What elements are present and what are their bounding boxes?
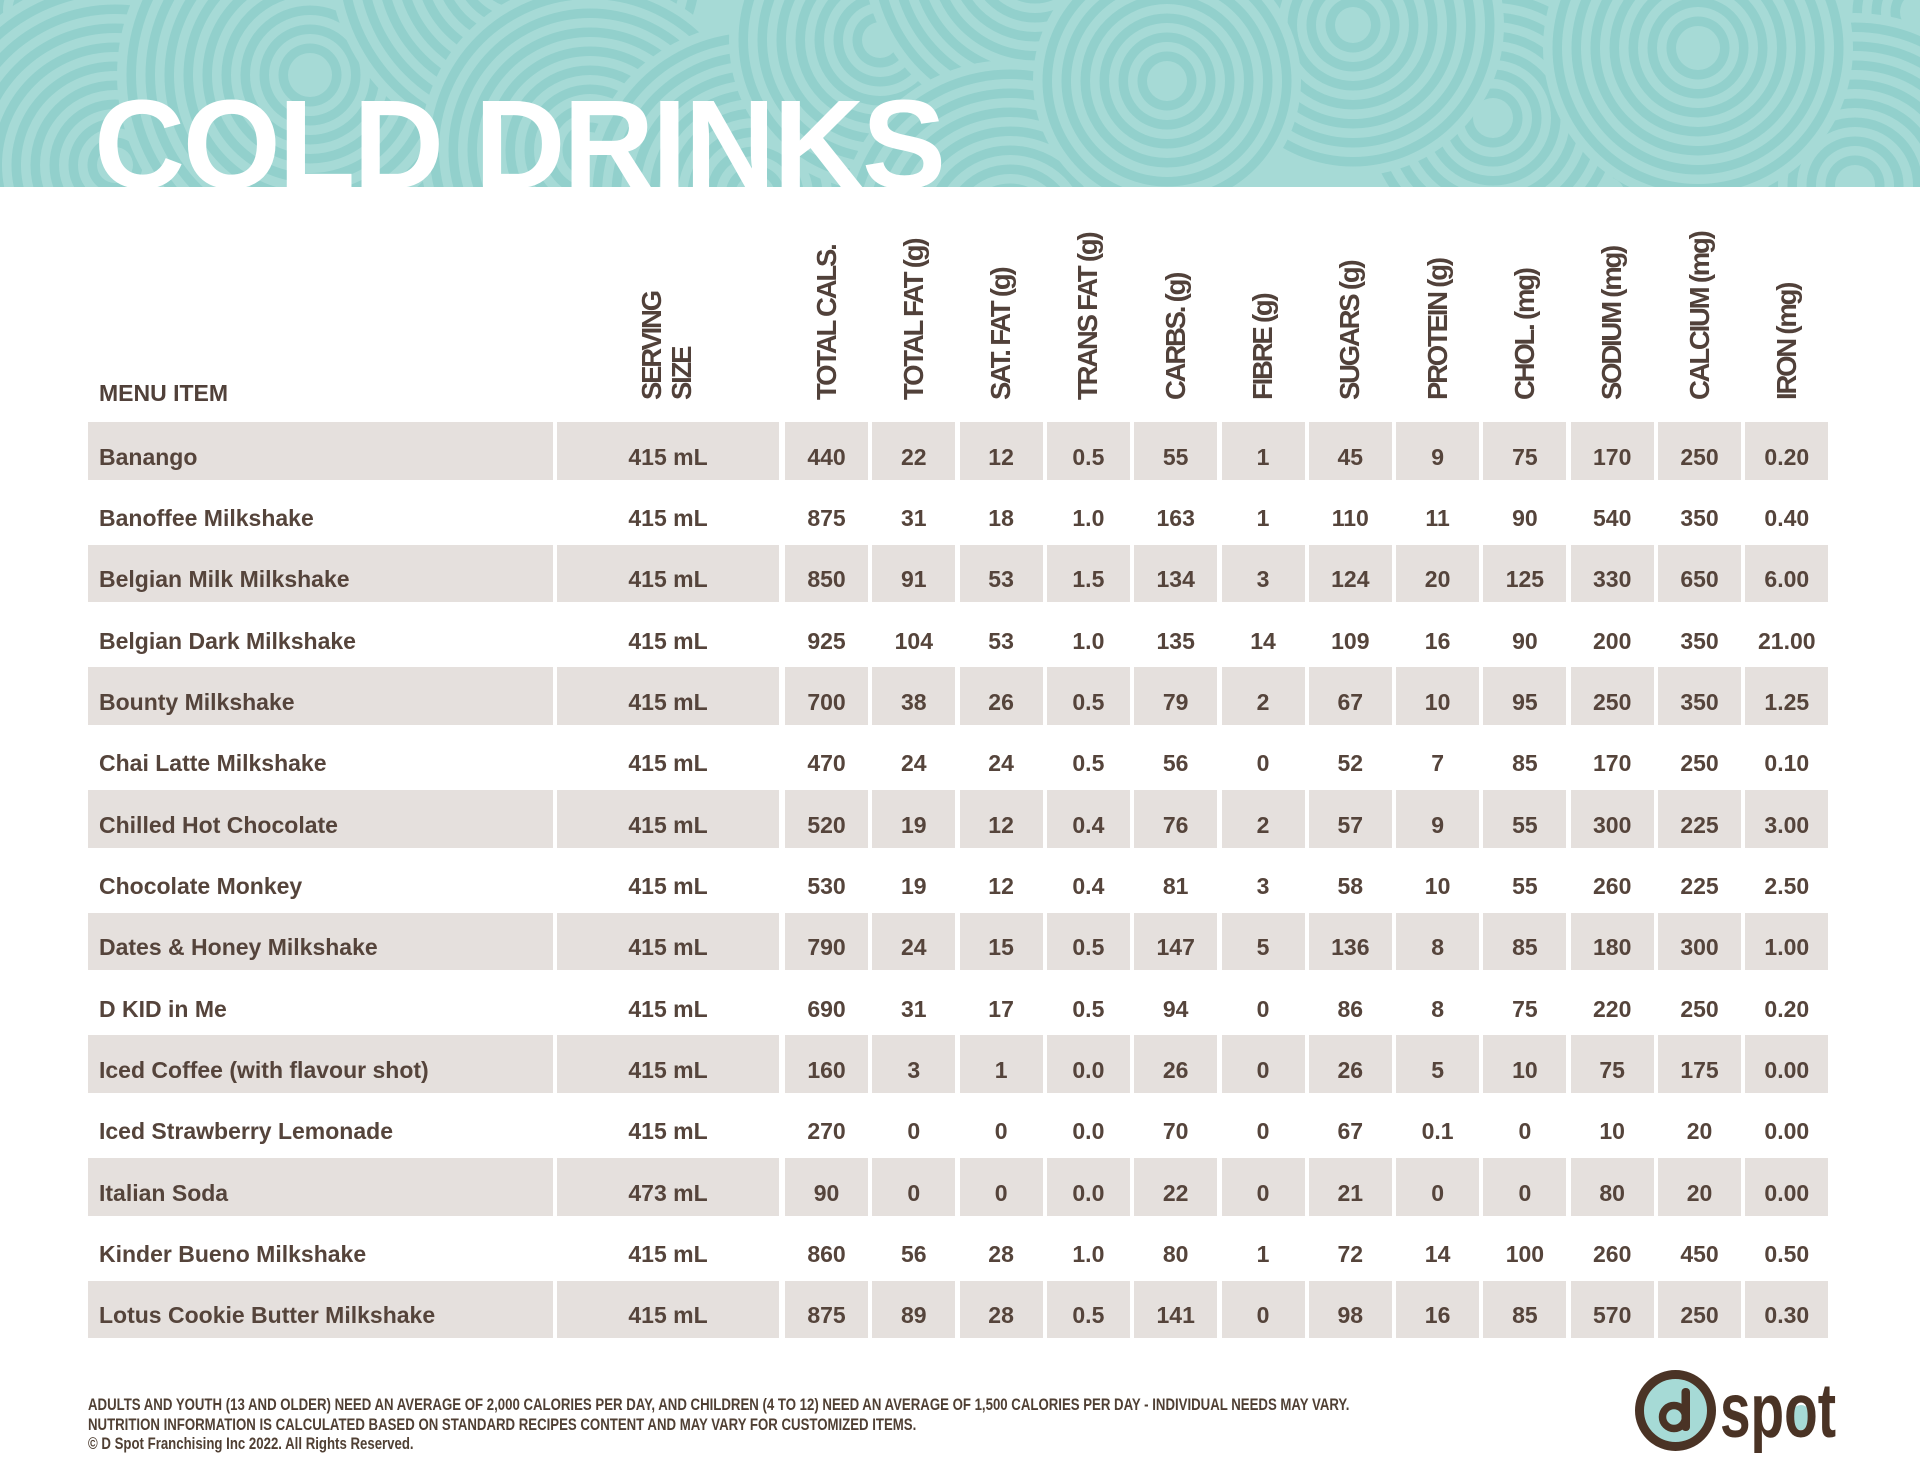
svg-text:spot: spot <box>1720 1368 1836 1454</box>
